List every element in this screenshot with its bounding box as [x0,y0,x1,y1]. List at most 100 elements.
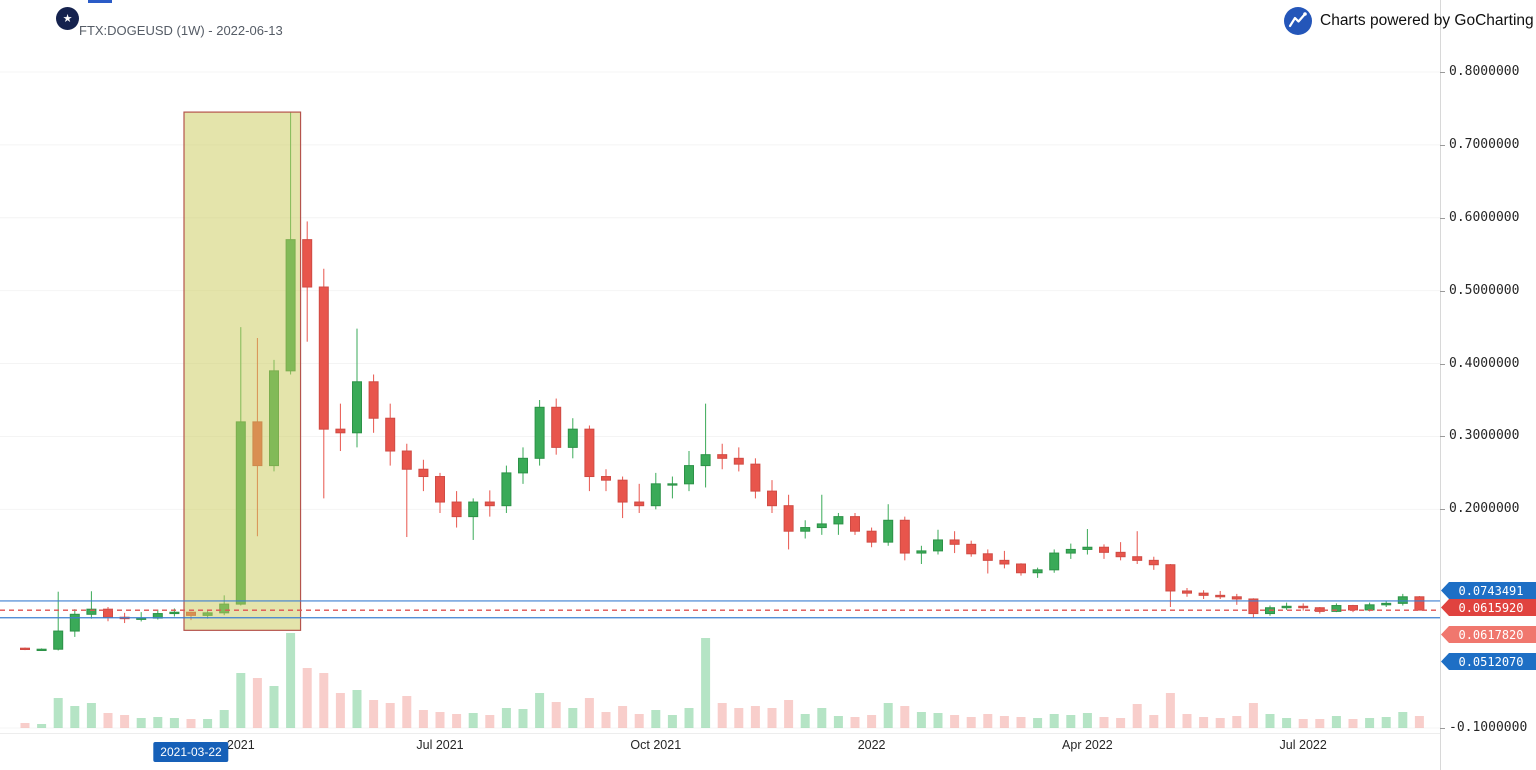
y-axis-tick [1440,728,1445,729]
volume-bar [900,706,910,728]
volume-bar [916,712,926,728]
volume-bar [1232,716,1242,728]
volume-bar [867,715,877,728]
candle-body [634,501,645,507]
volume-bar [452,714,462,728]
candle-body [1215,594,1226,598]
volume-bar [1282,718,1292,728]
time-axis[interactable] [0,733,1440,734]
volume-bar [767,708,777,728]
volume-bar [186,719,196,728]
volume-bar [335,693,345,728]
candle-body [435,476,445,503]
candle-body [1132,556,1143,561]
candle-body [999,559,1010,565]
candle-body [684,465,694,485]
candle-body [335,428,346,434]
volume-bar [37,724,47,728]
candle-body [1148,559,1159,566]
x-axis-label: 2021 [226,738,255,752]
y-axis-label: 0.2000000 [1449,501,1520,517]
volume-bar [1199,717,1209,728]
candle-body [468,501,479,518]
candle-body [302,239,313,288]
y-axis-label: 0.6000000 [1449,209,1520,225]
candle-body [916,550,927,554]
volume-bar [385,703,395,728]
volume-bar [1149,715,1159,728]
volume-bar [501,708,511,728]
candle-body [1248,598,1259,615]
candle-body [169,611,180,615]
x-axis-label: Jul 2022 [1279,738,1327,752]
volume-bar [535,693,545,728]
volume-bar [286,633,296,728]
powered-by-text: Charts powered by GoCharting [1320,12,1534,29]
candle-body [866,530,877,543]
volume-bar [800,714,810,728]
candle-body [650,483,661,507]
volume-bar [1398,712,1408,728]
volume-bar [1066,715,1076,728]
price-axis[interactable] [1440,0,1441,770]
volume-bar [1165,693,1175,728]
y-axis-tick [1440,144,1445,146]
volume-bar [1265,714,1275,728]
volume-bar [601,712,611,728]
volume-bar [651,710,661,728]
volume-bar [701,638,711,728]
candle-body [899,519,910,554]
volume-bar [352,690,362,728]
x-axis-label: Oct 2021 [630,738,682,752]
volume-bar [684,708,694,728]
candle-body [584,428,595,478]
candle-body [1364,604,1375,611]
candle-body [418,468,429,478]
volume-bar [1116,718,1126,728]
price-axis-tag: 0.0615920 [1441,599,1536,616]
candle-body [883,519,894,543]
candle-body [733,457,744,465]
volume-bar [53,698,63,728]
candle-body [20,647,30,650]
candle-body [484,501,495,507]
volume-bar [1099,717,1109,728]
candle-body [850,516,860,532]
volume-bar [1132,704,1142,728]
volume-bar [136,718,146,728]
candle-body [501,472,512,507]
candle-body [567,428,578,448]
volume-bar [1215,718,1225,728]
candle-body [368,381,379,419]
y-axis-label: -0.1000000 [1449,720,1528,735]
price-axis-tag: 0.0512070 [1441,653,1536,670]
volume-bar [319,673,329,728]
candle-body [601,476,611,481]
powered-by-block[interactable]: Charts powered by GoCharting [1284,7,1534,35]
price-axis-tag: 0.0743491 [1441,582,1536,599]
date-axis-tag: 2021-03-22 [153,742,229,762]
volume-bar [983,714,993,728]
annotation-rectangle[interactable] [183,111,302,631]
volume-bar [1365,718,1375,728]
volume-bar [1033,718,1043,728]
y-axis-tick [1440,290,1445,292]
candle-body [1082,546,1093,550]
volume-bar [1182,714,1192,728]
volume-bar [1248,703,1258,728]
candle-body [385,417,396,452]
symbol-star-badge[interactable]: ★ [56,7,79,30]
volume-bar [833,716,843,728]
candle-body [318,286,329,430]
volume-bar [1381,717,1391,728]
volume-bar [369,700,379,728]
candle-body [451,501,462,518]
candle-body [1049,552,1060,571]
volume-bar [817,708,827,728]
candle-body [1397,596,1408,604]
candle-body [1348,605,1358,611]
candle-body [767,490,777,507]
candle-body [401,450,412,470]
candle-body [534,406,545,459]
